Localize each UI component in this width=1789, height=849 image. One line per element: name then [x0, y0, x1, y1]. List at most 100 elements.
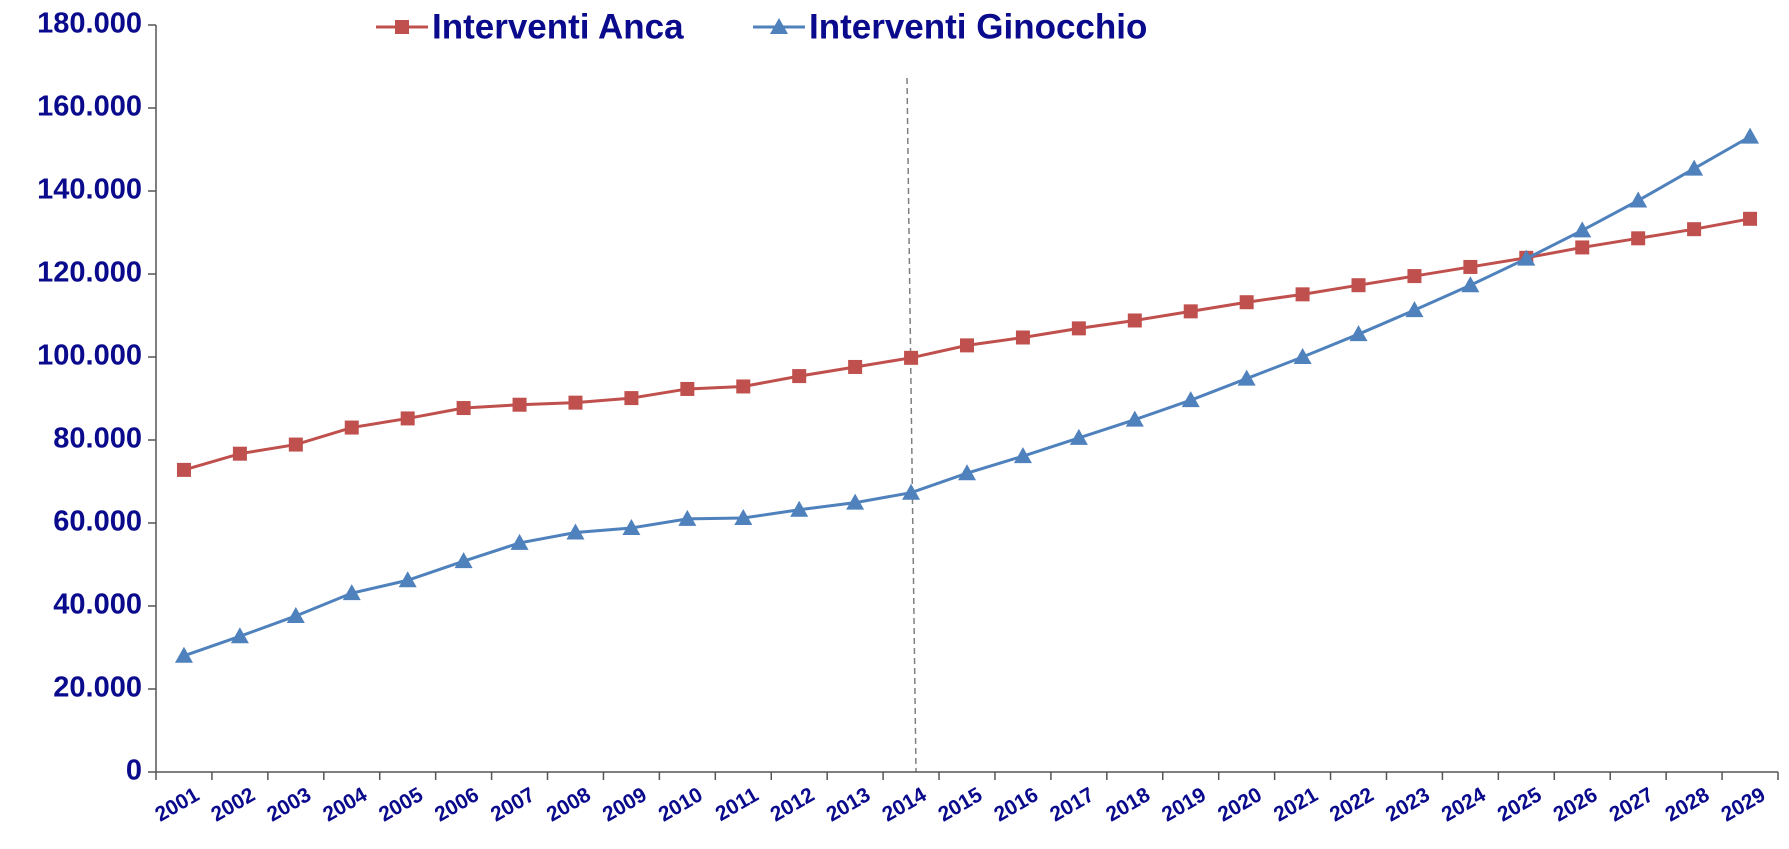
- y-tick-label: 120.000: [37, 257, 142, 289]
- data-point: [680, 381, 695, 396]
- data-point: [1575, 240, 1590, 255]
- data-point: [230, 627, 249, 644]
- y-tick-label: 0: [126, 755, 142, 787]
- data-point: [1629, 191, 1648, 208]
- data-point: [734, 509, 753, 526]
- data-point: [904, 350, 919, 365]
- data-point: [1687, 222, 1702, 237]
- x-tick-label: 2013: [822, 783, 874, 826]
- data-point: [512, 397, 527, 412]
- y-tick-label: 160.000: [37, 91, 142, 123]
- x-tick-label: 2018: [1102, 783, 1154, 826]
- data-point: [288, 437, 303, 452]
- x-tick-label: 2014: [878, 783, 930, 826]
- y-tick-label: 180.000: [37, 8, 142, 40]
- data-point: [1293, 348, 1312, 364]
- x-tick-label: 2009: [599, 783, 651, 826]
- x-tick-label: 2010: [655, 783, 707, 826]
- x-tick-label: 2029: [1717, 783, 1769, 826]
- data-point: [792, 369, 807, 384]
- data-point: [848, 359, 863, 374]
- legend-marker: [395, 20, 409, 34]
- x-tick-label: 2005: [375, 783, 427, 826]
- data-point: [1405, 301, 1424, 318]
- data-point: [1573, 221, 1592, 238]
- data-point: [622, 518, 641, 535]
- data-point: [1631, 231, 1646, 246]
- data-point: [1461, 276, 1480, 293]
- x-tick-label: 2020: [1214, 783, 1266, 826]
- data-point: [1127, 313, 1142, 328]
- x-tick-label: 2022: [1326, 783, 1378, 826]
- x-tick-label: 2025: [1494, 783, 1546, 826]
- x-tick-label: 2003: [263, 783, 315, 826]
- data-point: [960, 338, 974, 353]
- x-tick-label: 2012: [767, 783, 819, 826]
- x-tick-label: 2028: [1661, 783, 1713, 826]
- x-tick-label: 2021: [1270, 783, 1322, 826]
- data-point: [176, 462, 191, 477]
- data-point: [624, 391, 639, 406]
- data-point: [1069, 428, 1088, 445]
- data-point: [678, 509, 697, 526]
- x-tick-label: 2024: [1438, 783, 1490, 826]
- data-point: [1463, 259, 1478, 274]
- data-point: [174, 646, 193, 663]
- series-line: [183, 135, 1751, 658]
- data-point: [1239, 295, 1254, 310]
- legend-label: Interventi Ginocchio: [809, 7, 1147, 46]
- data-point: [1743, 211, 1758, 226]
- data-point: [232, 446, 247, 461]
- x-tick-label: 2027: [1605, 783, 1657, 826]
- data-point: [510, 533, 529, 550]
- data-point: [1183, 304, 1198, 319]
- x-tick-label: 2004: [319, 783, 371, 826]
- x-tick-label: 2023: [1382, 783, 1434, 826]
- data-point: [1181, 391, 1200, 408]
- data-point: [1349, 325, 1368, 342]
- data-point: [1407, 269, 1422, 284]
- x-tick-label: 2017: [1046, 783, 1098, 826]
- x-tick-label: 2007: [487, 783, 539, 826]
- data-point: [1013, 447, 1032, 464]
- x-tick-label: 2015: [934, 783, 986, 826]
- x-tick-label: 2001: [151, 783, 203, 826]
- data-point: [1071, 321, 1086, 336]
- y-tick-label: 140.000: [37, 174, 142, 206]
- data-point: [1237, 369, 1256, 386]
- data-point: [286, 606, 305, 623]
- data-point: [1295, 287, 1310, 302]
- data-point: [790, 500, 809, 517]
- y-tick-label: 60.000: [53, 506, 142, 538]
- x-tick-label: 2006: [431, 783, 483, 826]
- data-point: [454, 552, 473, 569]
- data-point: [1351, 278, 1366, 293]
- data-point: [456, 401, 471, 416]
- legend-label: Interventi Anca: [432, 7, 684, 46]
- data-point: [1517, 249, 1536, 266]
- data-point: [1015, 330, 1030, 345]
- data-point: [566, 523, 585, 540]
- legend-marker: [770, 18, 788, 34]
- data-point: [736, 379, 751, 394]
- data-point: [1125, 410, 1144, 427]
- y-tick-label: 40.000: [53, 589, 142, 621]
- x-tick-label: 2011: [712, 783, 763, 826]
- data-point: [902, 483, 921, 500]
- x-tick-label: 2026: [1550, 783, 1602, 826]
- y-tick-label: 20.000: [53, 672, 142, 704]
- x-tick-label: 2016: [990, 783, 1042, 826]
- y-tick-label: 100.000: [37, 340, 142, 372]
- data-point: [1741, 127, 1760, 144]
- x-tick-label: 2008: [543, 783, 595, 826]
- data-point: [398, 571, 417, 588]
- data-point: [342, 584, 361, 601]
- reference-line: [906, 77, 917, 773]
- x-tick-label: 2019: [1158, 783, 1210, 826]
- data-point: [344, 420, 359, 435]
- data-point: [400, 411, 415, 426]
- x-tick-label: 2002: [207, 783, 259, 826]
- data-point: [568, 395, 583, 410]
